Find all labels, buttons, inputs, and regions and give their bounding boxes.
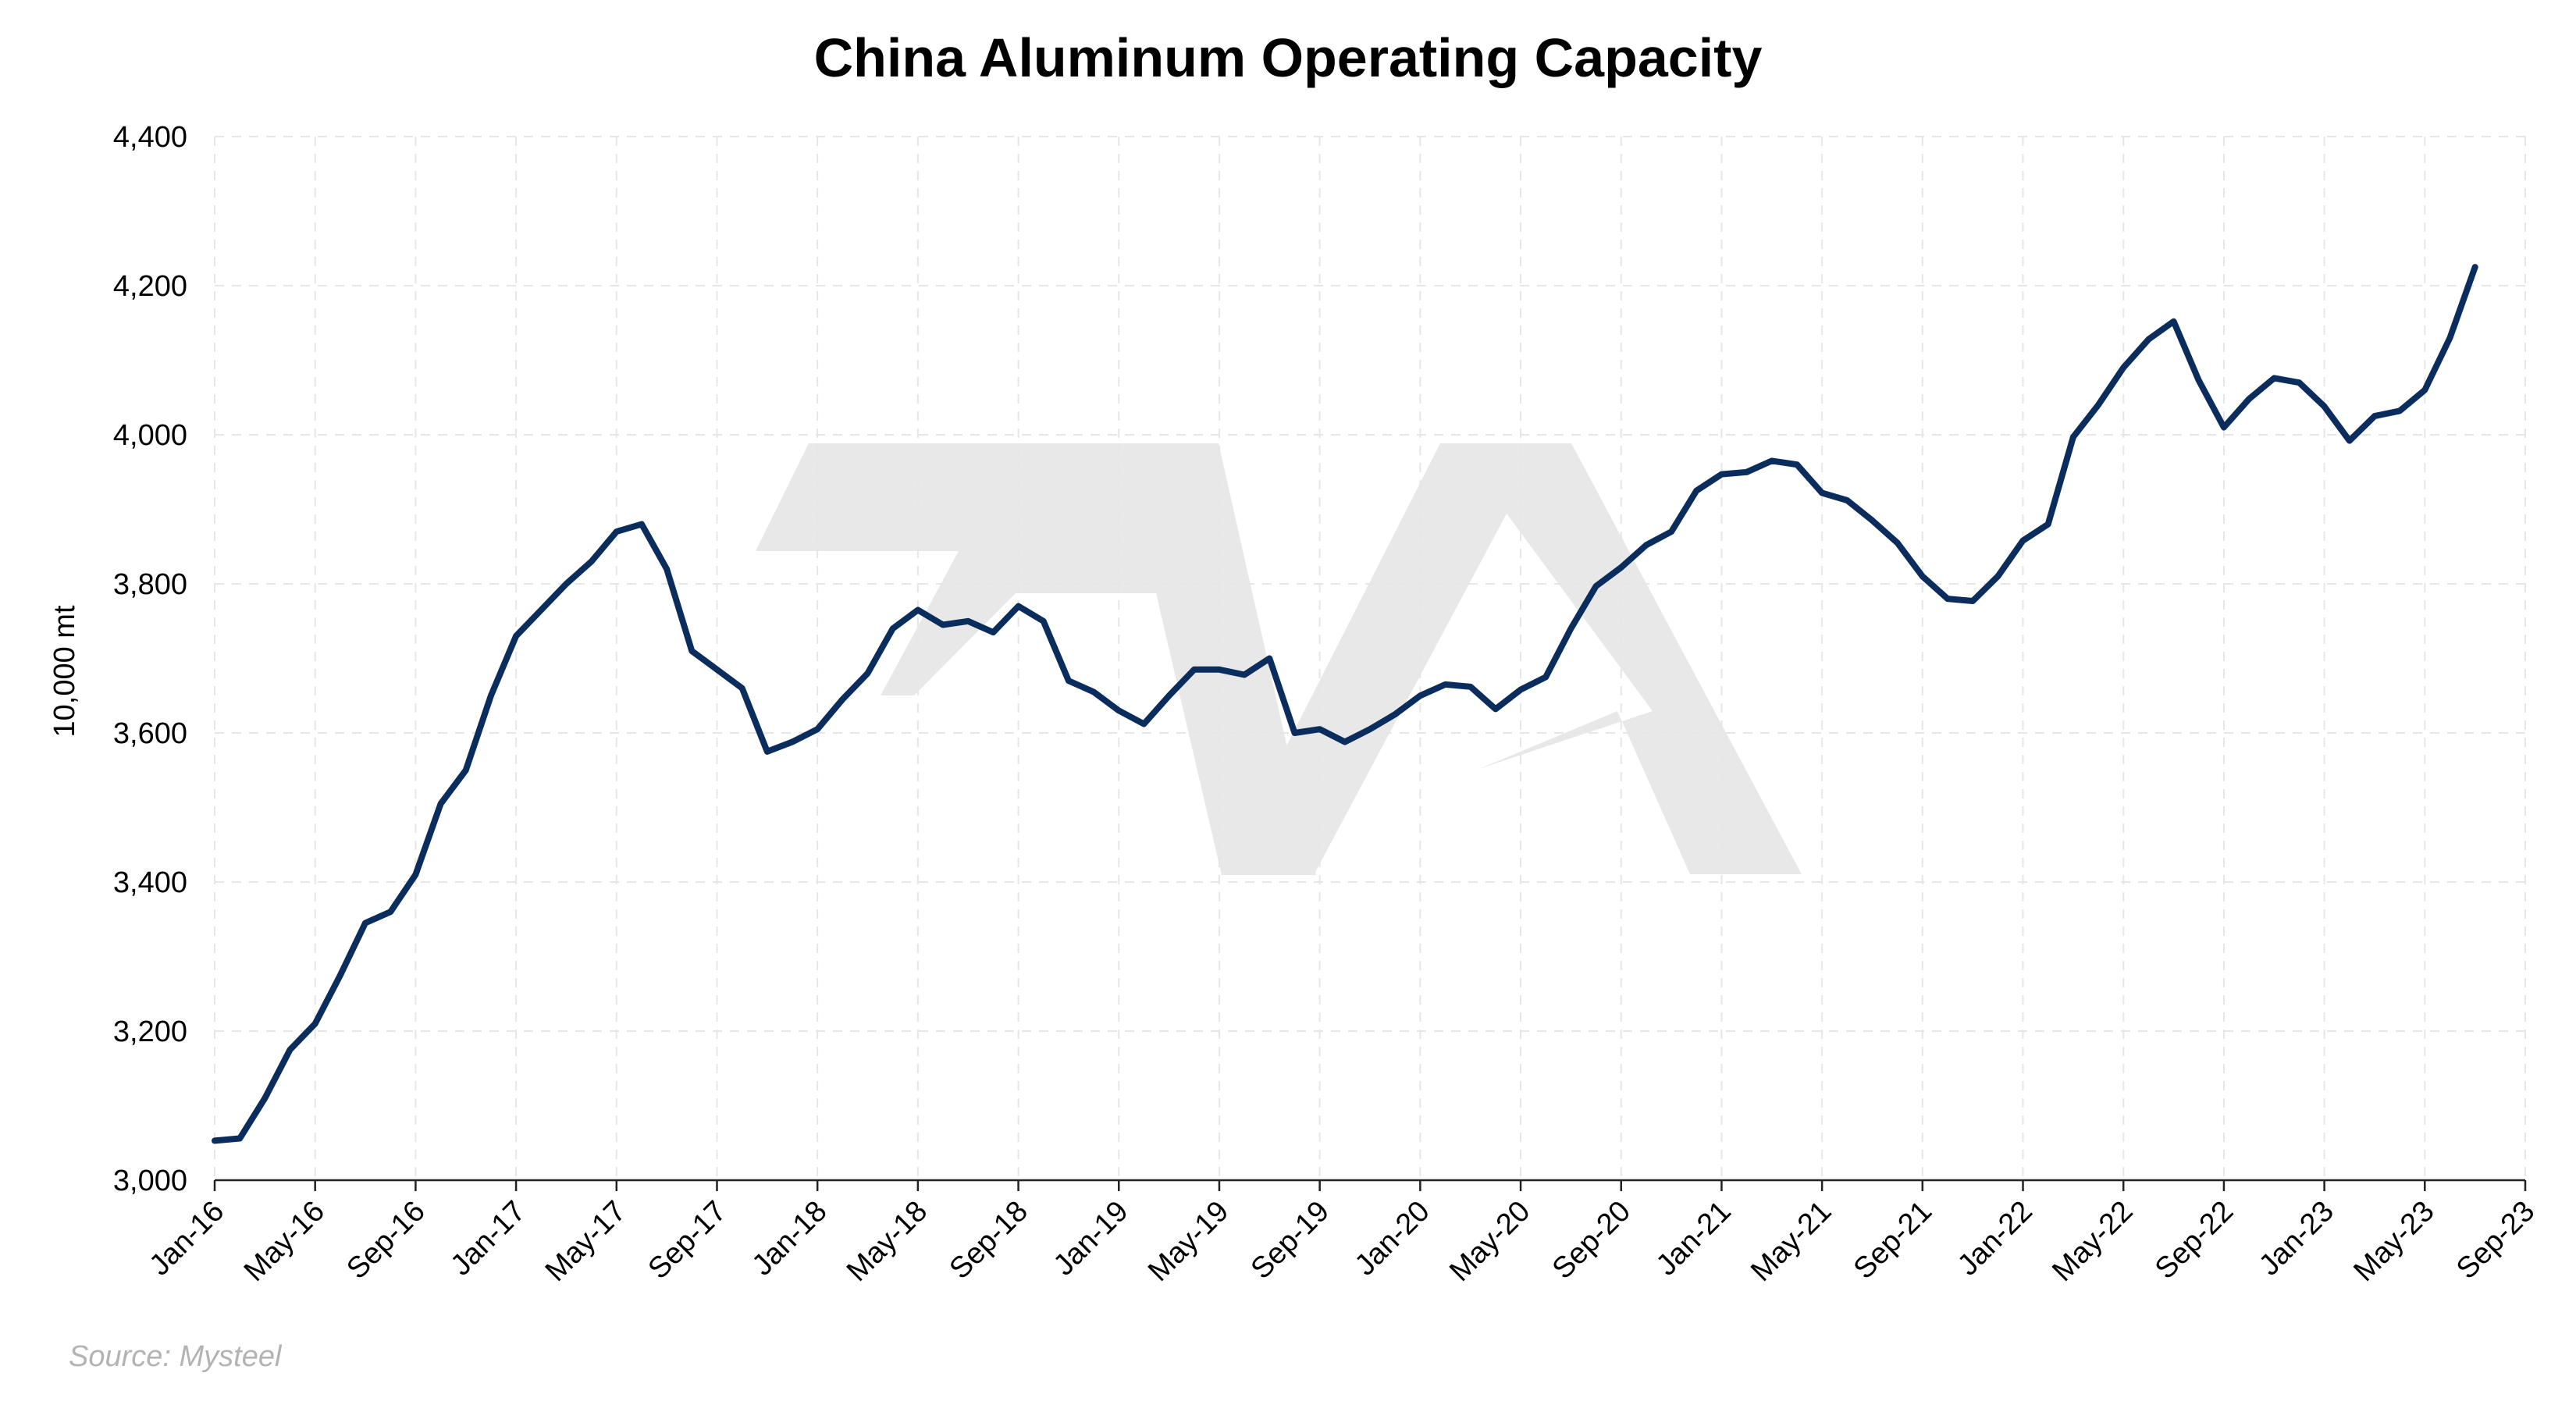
y-tick-label: 3,800 <box>113 568 187 601</box>
x-tick-label: Jan-21 <box>1650 1195 1738 1282</box>
y-tick-label: 4,200 <box>113 270 187 303</box>
x-tick-label: Jan-17 <box>445 1195 532 1282</box>
y-tick-label: 3,200 <box>113 1016 187 1048</box>
x-tick-label: May-18 <box>841 1195 934 1288</box>
y-tick-label: 4,000 <box>113 419 187 452</box>
x-tick-label: May-22 <box>2046 1195 2139 1288</box>
x-tick-label: Jan-23 <box>2253 1195 2340 1282</box>
x-tick-label: Sep-22 <box>2149 1195 2240 1286</box>
x-tick-label: May-16 <box>238 1195 331 1288</box>
chart-title: China Aluminum Operating Capacity <box>814 27 1763 88</box>
y-axis-ticks: 3,000 3,200 3,400 3,600 3,800 4,000 4,200 4,400 <box>113 121 187 1197</box>
x-tick-label: Sep-17 <box>642 1195 732 1286</box>
x-tick-label: May-20 <box>1443 1195 1536 1288</box>
x-tick-label: Jan-20 <box>1349 1195 1436 1282</box>
x-tick-label: Sep-20 <box>1546 1195 1637 1286</box>
x-tick-label: Jan-19 <box>1048 1195 1135 1282</box>
y-tick-label: 3,000 <box>113 1165 187 1197</box>
x-tick-label: May-19 <box>1142 1195 1235 1288</box>
grid <box>214 136 2526 1180</box>
x-tick-label: Sep-16 <box>340 1195 431 1286</box>
y-tick-label: 3,400 <box>113 866 187 899</box>
x-axis-ticks: Jan-16 May-16 Sep-16 Jan-17 May-17 Sep-17 Jan-… <box>143 1195 2541 1288</box>
series-line <box>212 264 2478 1144</box>
x-tick-label: May-21 <box>1745 1195 1838 1288</box>
plot-area <box>212 264 2478 1144</box>
x-tick-label: May-23 <box>2347 1195 2440 1288</box>
x-tick-label: Jan-22 <box>1952 1195 2039 1282</box>
x-tick-label: Sep-18 <box>944 1195 1034 1286</box>
y-tick-label: 4,400 <box>113 121 187 154</box>
x-tick-label: Jan-18 <box>746 1195 834 1282</box>
axes <box>213 1179 2527 1191</box>
x-tick-label: May-17 <box>539 1195 632 1288</box>
x-tick-label: Sep-19 <box>1245 1195 1336 1286</box>
source-note: Source: Mysteel <box>69 1340 283 1373</box>
x-tick-label: Sep-23 <box>2450 1195 2541 1286</box>
y-axis-label: 10,000 mt <box>48 605 81 737</box>
x-tick-label: Sep-21 <box>1848 1195 1938 1286</box>
watermark-logo <box>756 443 1802 875</box>
x-tick-label: Jan-16 <box>143 1195 230 1282</box>
y-tick-label: 3,600 <box>113 717 187 750</box>
